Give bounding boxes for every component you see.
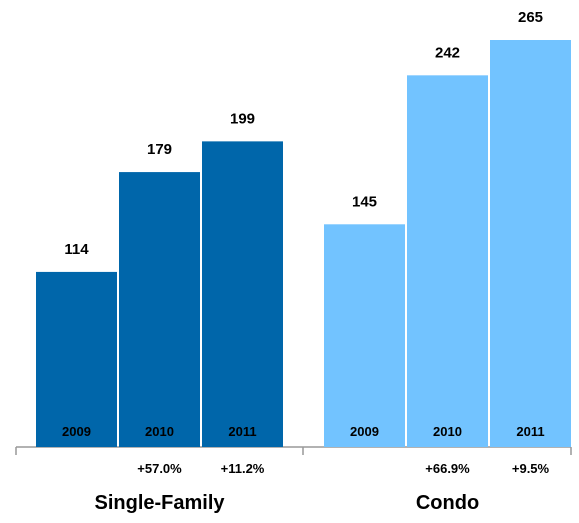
- year-label: 2011: [228, 424, 256, 439]
- bar: [324, 224, 405, 447]
- group-label: Single-Family: [94, 492, 225, 514]
- data-label: 242: [435, 44, 460, 61]
- data-label: 145: [352, 193, 377, 210]
- data-label: 179: [147, 141, 172, 158]
- year-label: 2011: [516, 424, 544, 439]
- year-label: 2009: [350, 424, 379, 439]
- data-label: 265: [518, 9, 543, 26]
- year-label: 2010: [145, 424, 174, 439]
- change-label: +57.0%: [137, 461, 182, 476]
- bar: [202, 141, 283, 448]
- bar: [36, 271, 117, 447]
- bar: [119, 172, 200, 448]
- group-label: Condo: [416, 492, 479, 514]
- year-label: 2010: [433, 424, 462, 439]
- year-label: 2009: [62, 424, 91, 439]
- change-label: +11.2%: [221, 461, 265, 476]
- bar: [407, 75, 488, 448]
- change-label: +9.5%: [512, 461, 550, 476]
- data-label: 199: [230, 110, 255, 127]
- data-label: 114: [64, 241, 89, 258]
- change-label: +66.9%: [425, 461, 470, 476]
- bar: [490, 40, 571, 447]
